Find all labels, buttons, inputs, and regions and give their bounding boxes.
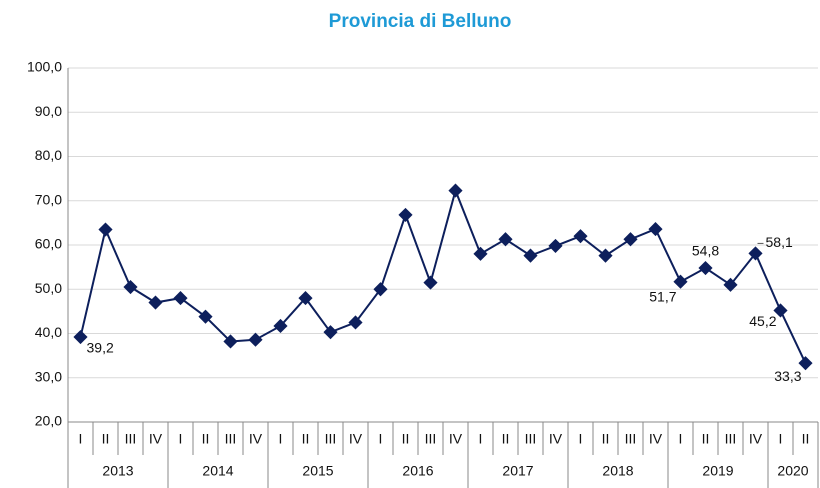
- x-tick-label: IV: [349, 431, 363, 447]
- y-tick-label: 40,0: [35, 324, 62, 340]
- year-label: 2015: [302, 463, 333, 479]
- y-tick-label: 100,0: [27, 59, 62, 75]
- x-tick-label: I: [579, 431, 583, 447]
- point: [448, 183, 463, 198]
- data-label: 45,2: [749, 313, 776, 329]
- point: [298, 291, 313, 306]
- x-tick-label: II: [702, 431, 710, 447]
- point: [223, 334, 238, 349]
- point: [698, 260, 713, 276]
- year-label: 2020: [777, 463, 808, 479]
- x-tick-label: III: [325, 431, 337, 447]
- x-tick-label: I: [679, 431, 683, 447]
- point: [373, 282, 388, 297]
- point: [273, 318, 288, 334]
- x-tick-label: IV: [649, 431, 663, 447]
- data-label: 54,8: [692, 243, 719, 259]
- data-label: 33,3: [774, 368, 801, 384]
- x-tick-label: II: [302, 431, 310, 447]
- point: [523, 248, 538, 263]
- point: [598, 248, 613, 263]
- x-tick-label: IV: [449, 431, 463, 447]
- x-tick-label: IV: [749, 431, 763, 447]
- x-tick-label: III: [725, 431, 737, 447]
- point: [398, 207, 413, 222]
- y-tick-label: 50,0: [35, 280, 62, 296]
- year-label: 2018: [602, 463, 633, 479]
- point: [773, 303, 788, 318]
- x-tick-label: IV: [549, 431, 563, 447]
- x-tick-label: II: [602, 431, 610, 447]
- x-tick-label: III: [525, 431, 537, 447]
- data-label: 39,2: [87, 340, 114, 356]
- x-tick-label: II: [202, 431, 210, 447]
- point: [748, 246, 763, 261]
- year-label: 2019: [702, 463, 733, 479]
- point: [798, 356, 813, 371]
- x-tick-label: III: [625, 431, 637, 447]
- point: [623, 232, 638, 247]
- year-label: 2017: [502, 463, 533, 479]
- x-tick-label: III: [225, 431, 237, 447]
- point: [673, 274, 688, 289]
- year-label: 2016: [402, 463, 433, 479]
- x-tick-label: III: [425, 431, 437, 447]
- point: [423, 275, 438, 290]
- x-tick-label: III: [125, 431, 137, 447]
- point: [148, 295, 163, 310]
- point: [123, 279, 138, 295]
- x-tick-label: II: [402, 431, 410, 447]
- point: [498, 232, 513, 247]
- point: [573, 229, 588, 244]
- point: [248, 332, 263, 347]
- x-tick-label: I: [779, 431, 783, 447]
- y-tick-label: 90,0: [35, 103, 62, 119]
- x-tick-label: I: [379, 431, 383, 447]
- point: [723, 277, 738, 292]
- x-tick-label: II: [502, 431, 510, 447]
- y-tick-label: 30,0: [35, 368, 62, 384]
- point: [473, 246, 488, 261]
- x-tick-label: I: [279, 431, 283, 447]
- x-tick-label: IV: [249, 431, 263, 447]
- x-tick-label: II: [802, 431, 810, 447]
- x-tick-label: I: [479, 431, 483, 447]
- point: [73, 329, 88, 345]
- point: [173, 291, 188, 306]
- x-tick-label: IV: [149, 431, 163, 447]
- data-label: 51,7: [649, 288, 676, 304]
- x-tick-label: II: [102, 431, 110, 447]
- x-tick-label: I: [179, 431, 183, 447]
- point: [648, 221, 663, 237]
- y-tick-label: 80,0: [35, 147, 62, 163]
- y-tick-label: 70,0: [35, 191, 62, 207]
- point: [98, 222, 113, 237]
- x-tick-label: I: [79, 431, 83, 447]
- line: [79, 187, 807, 364]
- year-label: 2014: [202, 463, 233, 479]
- point: [548, 238, 563, 253]
- point: [198, 309, 213, 324]
- y-tick-label: 60,0: [35, 236, 62, 252]
- point: [348, 315, 363, 330]
- y-tick-label: 20,0: [35, 413, 62, 429]
- data-label: 58,1: [766, 234, 793, 250]
- year-label: 2013: [102, 463, 133, 479]
- point: [323, 325, 338, 340]
- chart-title: Provincia di Belluno: [329, 11, 512, 32]
